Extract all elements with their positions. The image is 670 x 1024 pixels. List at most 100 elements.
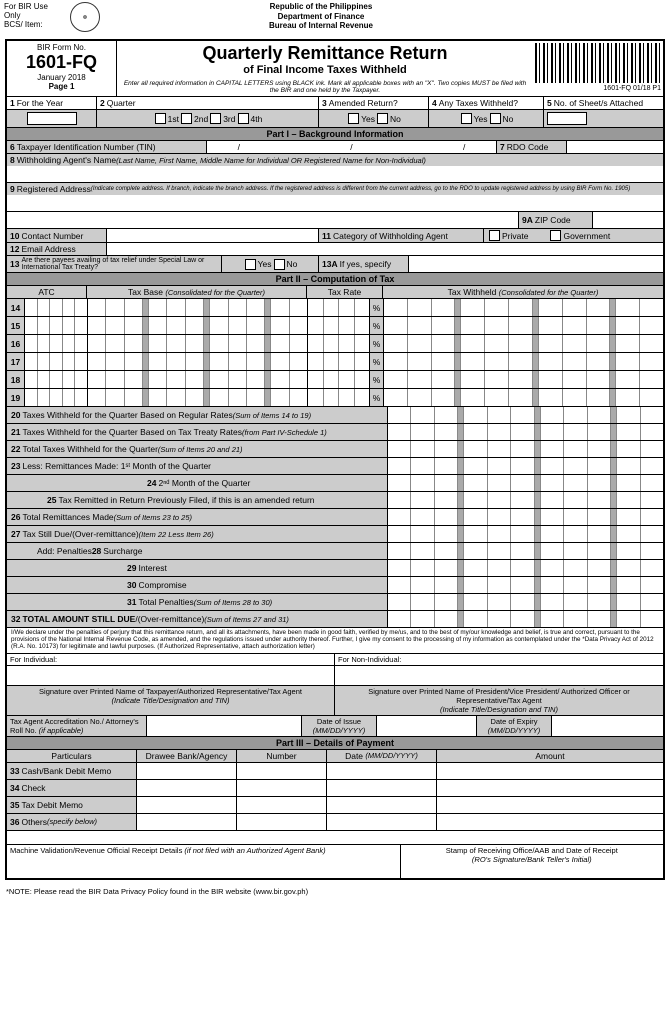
- yes2: Yes: [474, 114, 488, 124]
- payment-33[interactable]: 33Cash/Bank Debit Memo: [7, 762, 663, 779]
- line-28[interactable]: Add: Penalties 28Surcharge: [7, 542, 663, 559]
- no2: No: [503, 114, 514, 124]
- f12-label: Email Address: [21, 244, 75, 254]
- title-main: Quarterly Remittance Return: [119, 43, 531, 64]
- f9a-label: ZIP Code: [535, 215, 571, 225]
- f2-label: Quarter: [107, 98, 136, 108]
- q3-check[interactable]: [210, 113, 221, 124]
- title-sub: of Final Income Taxes Withheld: [119, 64, 531, 76]
- dateexp-input[interactable]: [552, 716, 663, 736]
- tax-row-16[interactable]: 16 %: [7, 334, 663, 352]
- part2-head: Part II – Computation of Tax: [7, 272, 663, 285]
- zip-input[interactable]: [593, 212, 663, 228]
- part1-head: Part I – Background Information: [7, 127, 663, 140]
- agent-name-input[interactable]: [7, 166, 663, 182]
- stamp-instr: (RO's Signature/Bank Teller's Initial): [472, 855, 592, 864]
- f10-label: Contact Number: [21, 231, 83, 241]
- line-20[interactable]: 20Taxes Withheld for the Quarter Based o…: [7, 406, 663, 423]
- gov-label: Government: [563, 231, 610, 241]
- sig1-label: Signature over Printed Name of Taxpayer/…: [39, 687, 302, 696]
- private-check[interactable]: [489, 230, 500, 241]
- contact-input[interactable]: [107, 229, 319, 242]
- tin-input[interactable]: ///: [207, 141, 497, 153]
- barcode: [535, 43, 660, 83]
- f7-label: RDO Code: [507, 142, 549, 152]
- p3-bank: Drawee Bank/Agency: [137, 750, 237, 762]
- f9-instr: (Indicate complete address. If branch, i…: [91, 186, 630, 192]
- line-24[interactable]: 242ⁿᵈ Month of the Quarter: [7, 474, 663, 491]
- tax-row-15[interactable]: 15 %: [7, 316, 663, 334]
- taxagent-input[interactable]: [147, 716, 302, 736]
- payment-35[interactable]: 35Tax Debit Memo: [7, 796, 663, 813]
- q2-label: 2nd: [194, 114, 208, 124]
- f13-label: Are there payees availing of tax relief …: [21, 257, 218, 271]
- line-25[interactable]: 25Tax Remitted in Return Previously File…: [7, 491, 663, 508]
- sig2-area[interactable]: [335, 666, 663, 685]
- withheld-no[interactable]: [490, 113, 501, 124]
- tax-row-17[interactable]: 17 %: [7, 352, 663, 370]
- q2-check[interactable]: [181, 113, 192, 124]
- taxrate-head: Tax Rate: [307, 286, 383, 298]
- dept: Department of Finance: [106, 12, 536, 22]
- email-input[interactable]: [107, 243, 663, 255]
- line-29[interactable]: 29Interest: [7, 559, 663, 576]
- f4-label: Any Taxes Withheld?: [439, 98, 518, 108]
- f9-label: Registered Address: [17, 184, 91, 194]
- p3-date: Date: [345, 751, 363, 761]
- line-22[interactable]: 22Total Taxes Withheld for the Quarter (…: [7, 440, 663, 457]
- line-31[interactable]: 31Total Penalties (Sum of Items 28 to 30…: [7, 593, 663, 610]
- line-26[interactable]: 26Total Remittances Made (Sum of Items 2…: [7, 508, 663, 525]
- form-no: 1601-FQ: [9, 52, 114, 73]
- sheets-input[interactable]: [547, 112, 587, 125]
- p3-number: Number: [237, 750, 327, 762]
- mv-label: Machine Validation/Revenue Official Rece…: [10, 846, 182, 855]
- payment-34[interactable]: 34Check: [7, 779, 663, 796]
- f6-label: Taxpayer Identification Number (TIN): [17, 142, 156, 152]
- amended-no[interactable]: [377, 113, 388, 124]
- line-27[interactable]: 27Tax Still Due/(Over-remittance) (Item …: [7, 525, 663, 542]
- dateissue-input[interactable]: [377, 716, 477, 736]
- taxagent-instr: (if applicable): [39, 726, 84, 735]
- tax-row-19[interactable]: 19 %: [7, 388, 663, 406]
- yes1: Yes: [361, 114, 375, 124]
- relief-yes[interactable]: [245, 259, 256, 270]
- gov-check[interactable]: [550, 230, 561, 241]
- q1-check[interactable]: [155, 113, 166, 124]
- no3: No: [287, 259, 298, 269]
- declaration: I/We declare under the penalties of perj…: [7, 627, 663, 653]
- q4-check[interactable]: [238, 113, 249, 124]
- f13a-label: If yes, specify: [340, 259, 392, 269]
- tax-row-18[interactable]: 18 %: [7, 370, 663, 388]
- payment-36[interactable]: 36Others (specify below): [7, 813, 663, 830]
- line-30[interactable]: 30Compromise: [7, 576, 663, 593]
- others-specify[interactable]: [7, 831, 663, 844]
- amended-yes[interactable]: [348, 113, 359, 124]
- line-32[interactable]: 32TOTAL AMOUNT STILL DUE/(Over-remittanc…: [7, 610, 663, 627]
- year-input[interactable]: [27, 112, 77, 125]
- seal-icon: [70, 2, 100, 32]
- address-input-2[interactable]: [7, 212, 518, 228]
- form-container: BIR Form No. 1601-FQ January 2018 Page 1…: [5, 39, 665, 880]
- withheld-yes[interactable]: [461, 113, 472, 124]
- header-top: For BIR Use OnlyBCS/ Item: Republic of t…: [0, 0, 670, 34]
- bureau: Bureau of Internal Revenue: [106, 21, 536, 31]
- line-23[interactable]: 23Less: Remittances Made: 1ˢᵗ Month of t…: [7, 457, 663, 474]
- taxbase-head: Tax Base: [128, 287, 163, 297]
- title-instr: Enter all required information in CAPITA…: [119, 80, 531, 94]
- rdo-input[interactable]: [567, 141, 663, 153]
- sig1-area[interactable]: [7, 666, 335, 685]
- bcs-item: BCS/ Item:: [4, 20, 43, 29]
- datefmt1: (MM/DD/YYYY): [313, 726, 366, 735]
- p3-particulars: Particulars: [7, 750, 137, 762]
- address-input-1[interactable]: [7, 195, 663, 211]
- footer-note: *NOTE: Please read the BIR Data Privacy …: [0, 885, 670, 898]
- line-21[interactable]: 21Taxes Withheld for the Quarter Based o…: [7, 423, 663, 440]
- priv-label: Private: [502, 231, 528, 241]
- relief-no[interactable]: [274, 259, 285, 270]
- part3-head: Part III – Details of Payment: [7, 736, 663, 749]
- tax-row-14[interactable]: 14 %: [7, 298, 663, 316]
- taxwh-instr: (Consolidated for the Quarter): [499, 288, 599, 297]
- q4-label: 4th: [251, 114, 263, 124]
- f3-label: Amended Return?: [329, 98, 398, 108]
- specify-input[interactable]: [409, 256, 663, 272]
